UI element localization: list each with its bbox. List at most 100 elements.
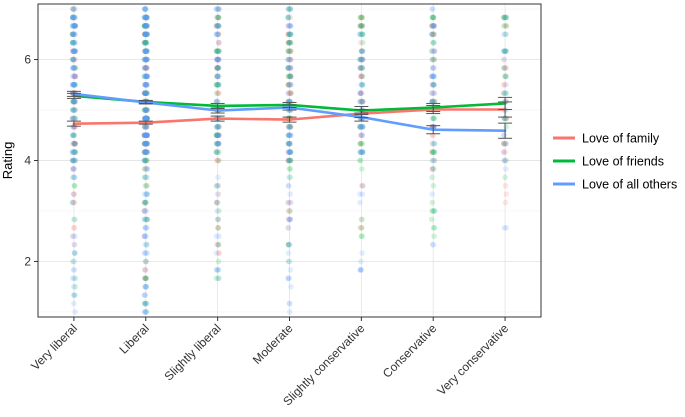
jitter-point: [287, 157, 293, 164]
jitter-point: [70, 39, 76, 46]
jitter-point: [215, 90, 222, 96]
jitter-point: [358, 14, 365, 21]
jitter-point: [213, 31, 220, 38]
jitter-point: [144, 115, 151, 122]
jitter-point: [71, 300, 77, 307]
jitter-point: [72, 39, 78, 46]
jitter-point: [214, 132, 221, 139]
jitter-point: [287, 73, 294, 80]
jitter-point: [285, 90, 291, 96]
jitter-point: [71, 23, 77, 29]
y-tick-label: 6: [24, 53, 31, 67]
error-bar: [66, 120, 81, 127]
jitter-point: [141, 39, 148, 46]
jitter-point: [215, 241, 222, 248]
jitter-point: [429, 23, 435, 29]
jitter-point: [430, 115, 437, 122]
jitter-point: [287, 81, 294, 88]
jitter-point: [287, 124, 294, 130]
jitter-point: [142, 140, 148, 147]
jitter-point: [287, 6, 293, 12]
jitter-point: [285, 275, 291, 282]
jitter-point: [213, 132, 220, 139]
jitter-point: [71, 124, 78, 130]
jitter-point: [430, 140, 436, 147]
jitter-point: [358, 81, 364, 88]
jitter-point: [143, 14, 149, 21]
jitter-point: [143, 115, 149, 122]
jitter-point: [215, 31, 221, 38]
jitter-point: [71, 199, 78, 206]
jitter-point: [213, 132, 220, 139]
jitter-point: [69, 81, 76, 88]
jitter-point: [141, 107, 148, 113]
jitter-point: [430, 115, 437, 122]
jitter-point: [286, 132, 293, 139]
jitter-point: [431, 115, 438, 122]
jitter-point: [215, 124, 222, 130]
jitter-point: [70, 233, 76, 240]
jitter-point: [215, 275, 222, 282]
jitter-point: [143, 31, 149, 38]
jitter-point: [501, 56, 507, 63]
jitter-point: [70, 166, 77, 172]
jitter-point: [501, 14, 508, 21]
jitter-point: [285, 199, 292, 206]
jitter-point: [500, 149, 507, 155]
jitter-point: [215, 65, 221, 71]
jitter-point: [70, 31, 77, 38]
jitter-point: [214, 23, 220, 29]
jitter-point: [285, 23, 291, 29]
jitter-point: [70, 283, 77, 290]
jitter-point: [359, 23, 365, 29]
jitter-point: [142, 48, 149, 54]
jitter-point: [357, 31, 363, 38]
jitter-point: [287, 90, 294, 96]
jitter-point: [359, 149, 366, 155]
jitter-point: [70, 23, 76, 29]
jitter-point: [70, 140, 76, 147]
jitter-point: [144, 250, 150, 256]
jitter-point: [72, 107, 79, 113]
jitter-point: [72, 250, 78, 256]
jitter-point: [141, 132, 148, 139]
jitter-point: [70, 166, 77, 172]
jitter-point: [288, 48, 294, 54]
jitter-point: [142, 6, 148, 12]
jitter-point: [70, 56, 76, 63]
jitter-point: [143, 14, 149, 21]
jitter-point: [72, 23, 78, 29]
jitter-point: [143, 23, 149, 29]
jitter-point: [358, 31, 365, 38]
jitter-point: [430, 23, 437, 29]
jitter-point: [359, 56, 365, 63]
jitter-point: [285, 48, 291, 54]
jitter-point: [215, 39, 222, 46]
jitter-point: [72, 14, 78, 21]
jitter-point: [287, 124, 294, 130]
jitter-point: [141, 140, 148, 147]
jitter-point: [144, 157, 150, 164]
jitter-point: [216, 233, 222, 240]
jitter-point: [143, 73, 150, 80]
jitter-point: [430, 182, 437, 189]
jitter-point: [143, 132, 150, 139]
jitter-point: [142, 48, 148, 54]
error-bar: [66, 90, 81, 97]
jitter-point: [357, 23, 364, 29]
jitter-point: [70, 174, 76, 181]
jitter-point: [142, 81, 148, 88]
jitter-point: [71, 174, 77, 181]
jitter-point: [213, 140, 220, 147]
jitter-point: [287, 149, 293, 155]
jitter-point: [287, 6, 294, 12]
jitter-point: [214, 208, 220, 214]
jitter-point: [70, 107, 77, 113]
jitter-point: [143, 31, 150, 38]
jitter-point: [215, 225, 221, 231]
jitter-point: [213, 149, 220, 155]
jitter-point: [500, 149, 507, 155]
jitter-point: [359, 14, 366, 21]
jitter-point: [69, 157, 76, 164]
jitter-point: [216, 157, 222, 164]
